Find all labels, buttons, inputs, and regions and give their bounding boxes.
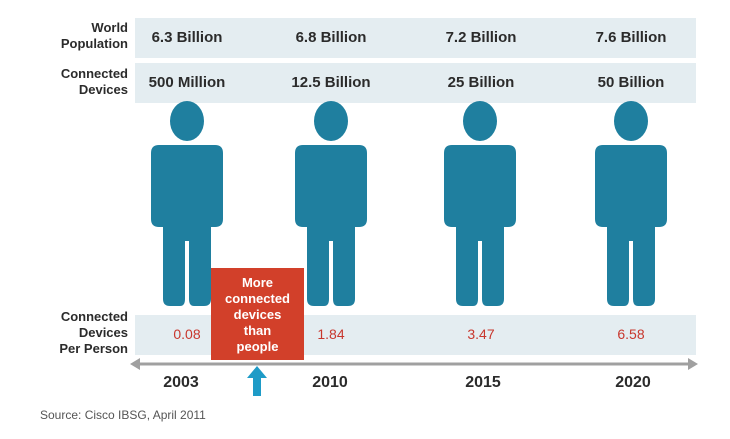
population-2010: 6.8 Billion xyxy=(295,29,367,46)
year-label-2020: 2020 xyxy=(615,374,651,391)
population-2020: 7.6 Billion xyxy=(595,29,667,46)
devices-2015: 25 Billion xyxy=(447,74,515,91)
person-icon xyxy=(444,101,516,306)
population-row-band xyxy=(135,18,696,58)
devices-row-band xyxy=(135,63,696,103)
per-person-label-line-2: Devices xyxy=(78,325,128,340)
population-label-line-2: Population xyxy=(60,36,128,51)
per-person-2020: 6.58 xyxy=(617,326,645,342)
devices-2020: 50 Billion xyxy=(597,74,665,91)
devices-row-label: Connected Devices xyxy=(61,66,128,98)
per-person-row-label: Connected Devices Per Person xyxy=(59,309,128,357)
per-person-2015: 3.47 xyxy=(467,326,495,342)
devices-2003: 500 Million xyxy=(148,74,226,91)
callout-line-2: connected xyxy=(224,291,290,306)
callout-line-1: More xyxy=(241,275,274,290)
devices-label-line-1: Connected xyxy=(60,66,128,81)
callout-line-4: than xyxy=(243,323,272,338)
source-note: Source: Cisco IBSG, April 2011 xyxy=(40,408,206,422)
year-label-2015: 2015 xyxy=(465,374,501,391)
year-label-2003: 2003 xyxy=(163,374,199,391)
population-row-label: World Population xyxy=(61,20,128,52)
devices-2010: 12.5 Billion xyxy=(291,74,371,91)
timeline-axis xyxy=(130,358,698,370)
person-icon xyxy=(295,101,367,306)
population-2015: 7.2 Billion xyxy=(445,29,517,46)
per-person-label-line-1: Connected xyxy=(60,309,128,324)
callout-line-3: devices xyxy=(233,307,282,322)
callout-line-5: people xyxy=(236,339,279,354)
up-arrow-icon xyxy=(247,366,267,396)
population-label-line-1: World xyxy=(91,20,128,35)
per-person-2003: 0.08 xyxy=(173,326,201,342)
callout-box: More connected devices than people xyxy=(211,268,304,360)
person-icon xyxy=(151,101,223,306)
person-icon xyxy=(595,101,667,306)
devices-label-line-2: Devices xyxy=(78,82,128,97)
per-person-2010: 1.84 xyxy=(317,326,345,342)
per-person-label-line-3: Per Person xyxy=(59,341,128,356)
year-label-2010: 2010 xyxy=(312,374,348,391)
population-2003: 6.3 Billion xyxy=(151,29,223,46)
